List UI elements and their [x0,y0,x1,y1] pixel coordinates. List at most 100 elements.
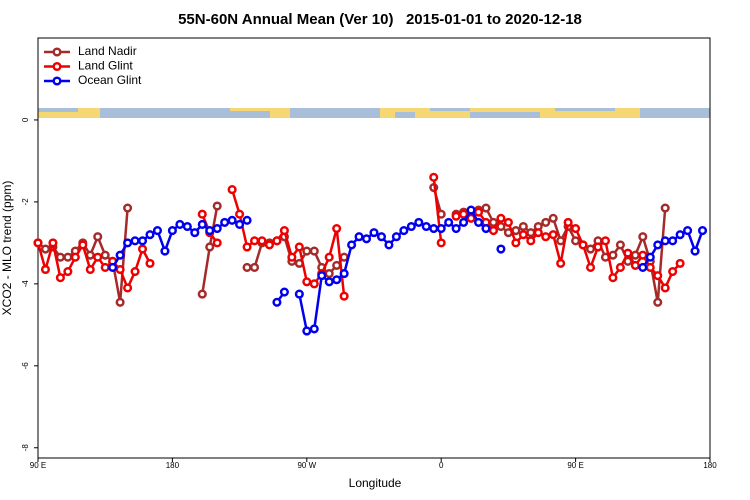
data-point [249,262,260,273]
data-point [481,223,491,234]
data-point [137,236,148,246]
data-point [264,240,275,250]
data-point [548,213,558,223]
data-point [309,279,319,289]
data-point [668,267,678,277]
data-point [645,252,655,262]
data-point [324,269,334,279]
data-point [235,219,245,229]
data-point [137,244,148,254]
data-point [630,250,640,260]
data-point [33,238,43,248]
data-point [459,217,469,227]
data-point [473,217,484,227]
data-point [100,262,110,273]
legend-label: Ocean Glint [78,73,142,87]
data-point [638,232,648,242]
data-point [309,324,319,334]
data-point [683,226,693,236]
x-tick-label: 90 W [297,461,316,470]
data-point [123,203,133,213]
data-point [212,201,222,211]
data-point [496,221,506,232]
data-point [324,277,334,287]
x-tick-label: 180 [703,461,717,470]
data-point [481,203,491,213]
data-point [571,223,581,234]
data-point [115,250,125,260]
data-point [571,236,581,246]
data-point [249,236,260,246]
data-point [242,262,252,273]
data-point [436,223,446,234]
data-point [130,236,140,246]
data-point [444,217,454,227]
data-point [93,252,103,262]
data-point [399,226,409,236]
x-tick-label: 90 E [567,461,583,470]
data-point [429,172,439,182]
data-point [653,240,663,250]
data-point [376,232,387,242]
data-point [585,244,596,254]
data-point [339,269,349,279]
data-point [451,223,461,234]
data-point [436,238,446,248]
data-point [160,246,170,256]
data-point [302,277,312,287]
data-point [167,226,177,236]
data-point [242,242,252,252]
data-point [608,273,618,283]
data-point [115,297,125,307]
y-tick-label: 0 [21,117,30,122]
data-point [347,240,357,250]
y-axis-label: XCO2 - MLO trend (ppm) [0,181,14,316]
data-point [40,264,51,275]
data-point [600,236,611,246]
data-point [309,246,319,256]
data-point [638,250,648,260]
data-point [473,207,484,217]
data-point [653,297,663,307]
data-point [660,203,670,213]
data-point [324,252,334,262]
y-tick-label: -6 [21,362,30,370]
data-point [406,221,416,232]
data-point [205,226,215,236]
data-point [235,209,245,219]
x-tick-label: 180 [166,461,180,470]
data-point [697,226,708,236]
chart-title: 55N-60N Annual Mean (Ver 10) 2015-01-01 … [178,11,582,28]
data-point [242,215,252,225]
data-point [205,242,215,252]
data-point [197,289,207,299]
data-point [339,252,349,262]
data-point [361,234,372,244]
plot-frame [37,37,711,459]
data-point [123,238,133,248]
legend-marker [52,61,62,72]
data-point [152,226,163,236]
data-point [668,236,678,246]
data-point [85,264,95,275]
data-point [526,228,536,238]
data-point [429,223,439,234]
data-point [145,230,155,240]
data-point [63,267,73,277]
data-point [182,221,192,232]
data-point [220,217,230,227]
legend-label: Land Glint [78,59,133,73]
data-point [175,219,185,229]
data-point [257,236,267,246]
map-strip [38,108,710,118]
x-axis-label: Longitude [349,476,402,490]
data-point [593,242,603,252]
data-point [55,273,65,283]
data-point [197,209,207,219]
y-tick-label: -8 [21,444,30,452]
data-point [339,291,349,301]
data-point [526,236,536,246]
data-point [332,223,342,234]
data-point [287,252,297,262]
